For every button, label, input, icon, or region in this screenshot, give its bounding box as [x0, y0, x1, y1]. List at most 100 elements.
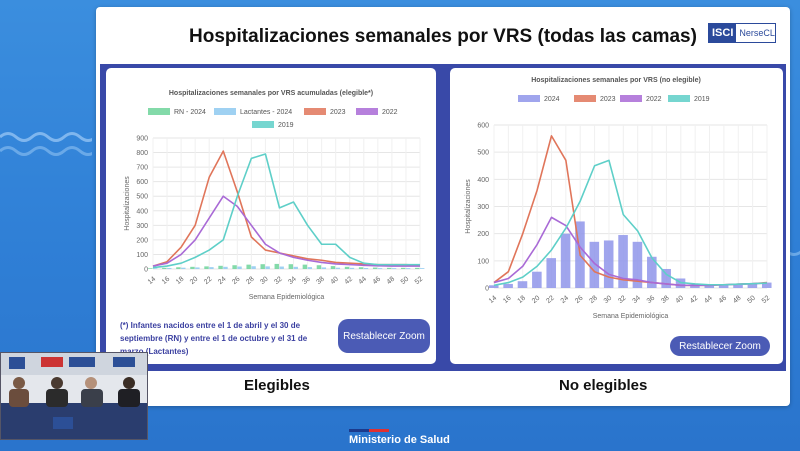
bar [237, 266, 242, 269]
x-tick-label: 40 [329, 276, 340, 286]
y-tick-label: 400 [477, 177, 489, 184]
dashboard-frame: Hospitalizaciones semanales por VRS acum… [100, 64, 786, 371]
x-tick-label: 20 [189, 276, 200, 286]
x-axis-label: Semana Epidemiológica [249, 294, 325, 301]
bar [307, 267, 312, 269]
legend-swatch [304, 108, 326, 115]
y-tick-label: 200 [136, 237, 148, 244]
reset-zoom-button[interactable]: Restablecer Zoom [670, 336, 770, 356]
bar [761, 282, 772, 288]
bar [488, 285, 499, 288]
bar [218, 265, 223, 269]
chart-elegible: Hospitalizaciones semanales por VRS acum… [124, 90, 425, 301]
x-tick-label: 20 [531, 295, 542, 305]
x-tick-label: 44 [703, 295, 714, 305]
caption-elegibles: Elegibles [244, 377, 310, 394]
bar [344, 266, 350, 269]
bar [718, 284, 729, 288]
bar [279, 266, 284, 269]
bar [148, 268, 153, 269]
y-tick-label: 300 [136, 223, 148, 230]
y-tick-label: 200 [477, 231, 489, 238]
series-line [152, 153, 420, 269]
y-axis-label: Hospitalizaciones [124, 176, 131, 231]
slide-title: Hospitalizaciones semanales por VRS (tod… [189, 26, 697, 47]
y-tick-label: 0 [144, 267, 148, 274]
bar [386, 267, 392, 269]
x-tick-label: 46 [718, 295, 729, 305]
bar [532, 271, 542, 288]
x-tick-label: 52 [761, 295, 772, 305]
x-tick-label: 48 [732, 295, 743, 305]
legend-label: RN - 2024 [174, 109, 206, 116]
presentation-slide: Hospitalizaciones semanales por VRS (tod… [96, 7, 790, 406]
legend-swatch [214, 108, 236, 115]
logo-main-text: ISCI [709, 24, 737, 42]
bar [618, 235, 628, 288]
bar [560, 233, 571, 288]
x-tick-label: 28 [245, 276, 256, 286]
bar [401, 267, 406, 269]
x-tick-label: 18 [517, 295, 528, 305]
x-tick-label: 46 [372, 276, 383, 286]
x-tick-label: 30 [603, 295, 614, 305]
y-tick-label: 800 [136, 150, 148, 157]
bar [209, 267, 214, 269]
bar [503, 283, 513, 288]
legend-swatch [356, 108, 378, 115]
ministry-name: Ministerio de Salud [349, 434, 450, 446]
bar [546, 258, 557, 288]
bar [391, 268, 397, 269]
bar [251, 266, 256, 269]
x-tick-label: 50 [400, 276, 411, 286]
bar [167, 267, 172, 269]
legend-label: 2023 [330, 109, 346, 116]
bar [603, 240, 614, 288]
y-tick-label: 600 [477, 123, 489, 130]
chart-no-elegible: Hospitalizaciones semanales por VRS (no … [465, 77, 772, 320]
x-tick-label: 48 [386, 276, 397, 286]
reset-zoom-button[interactable]: Restablecer Zoom [338, 319, 430, 353]
x-tick-label: 42 [689, 295, 700, 305]
bar [363, 267, 369, 269]
x-tick-label: 32 [617, 295, 628, 305]
bar [733, 283, 743, 288]
legend-label: 2022 [382, 109, 398, 116]
decorative-wave [0, 132, 92, 142]
legend-label: 2019 [278, 122, 294, 129]
x-tick-label: 42 [344, 276, 355, 286]
bar [274, 263, 279, 269]
x-tick-label: 40 [675, 295, 686, 305]
bar [195, 267, 200, 269]
bar [265, 266, 270, 269]
bar [288, 264, 294, 269]
y-tick-label: 600 [136, 179, 148, 186]
bar [372, 267, 378, 269]
legend-label: 2022 [646, 96, 662, 103]
bar [204, 266, 209, 269]
y-tick-label: 0 [485, 286, 489, 293]
bar [316, 265, 322, 269]
legend-swatch [148, 108, 170, 115]
x-tick-label: 14 [147, 276, 158, 286]
x-tick-label: 22 [203, 276, 214, 286]
series-line [152, 195, 420, 267]
legend-swatch [668, 95, 690, 102]
y-tick-label: 100 [136, 252, 148, 259]
decorative-wave [0, 146, 92, 156]
x-tick-label: 34 [287, 276, 298, 286]
presenters-image [1, 353, 147, 439]
bar [330, 266, 336, 269]
x-tick-label: 52 [414, 276, 425, 286]
footnote: (*) Infantes nacidos entre el 1 de abril… [120, 321, 308, 356]
legend-swatch [620, 95, 642, 102]
x-tick-label: 34 [631, 295, 642, 305]
chart-card-no-elegible: Hospitalizaciones semanales por VRS (no … [450, 68, 783, 364]
x-tick-label: 24 [217, 276, 228, 286]
series-line [152, 150, 421, 267]
bar [517, 281, 528, 288]
bar [358, 267, 364, 269]
series-line [493, 159, 768, 287]
video-feed [0, 352, 148, 440]
bar [176, 267, 181, 269]
